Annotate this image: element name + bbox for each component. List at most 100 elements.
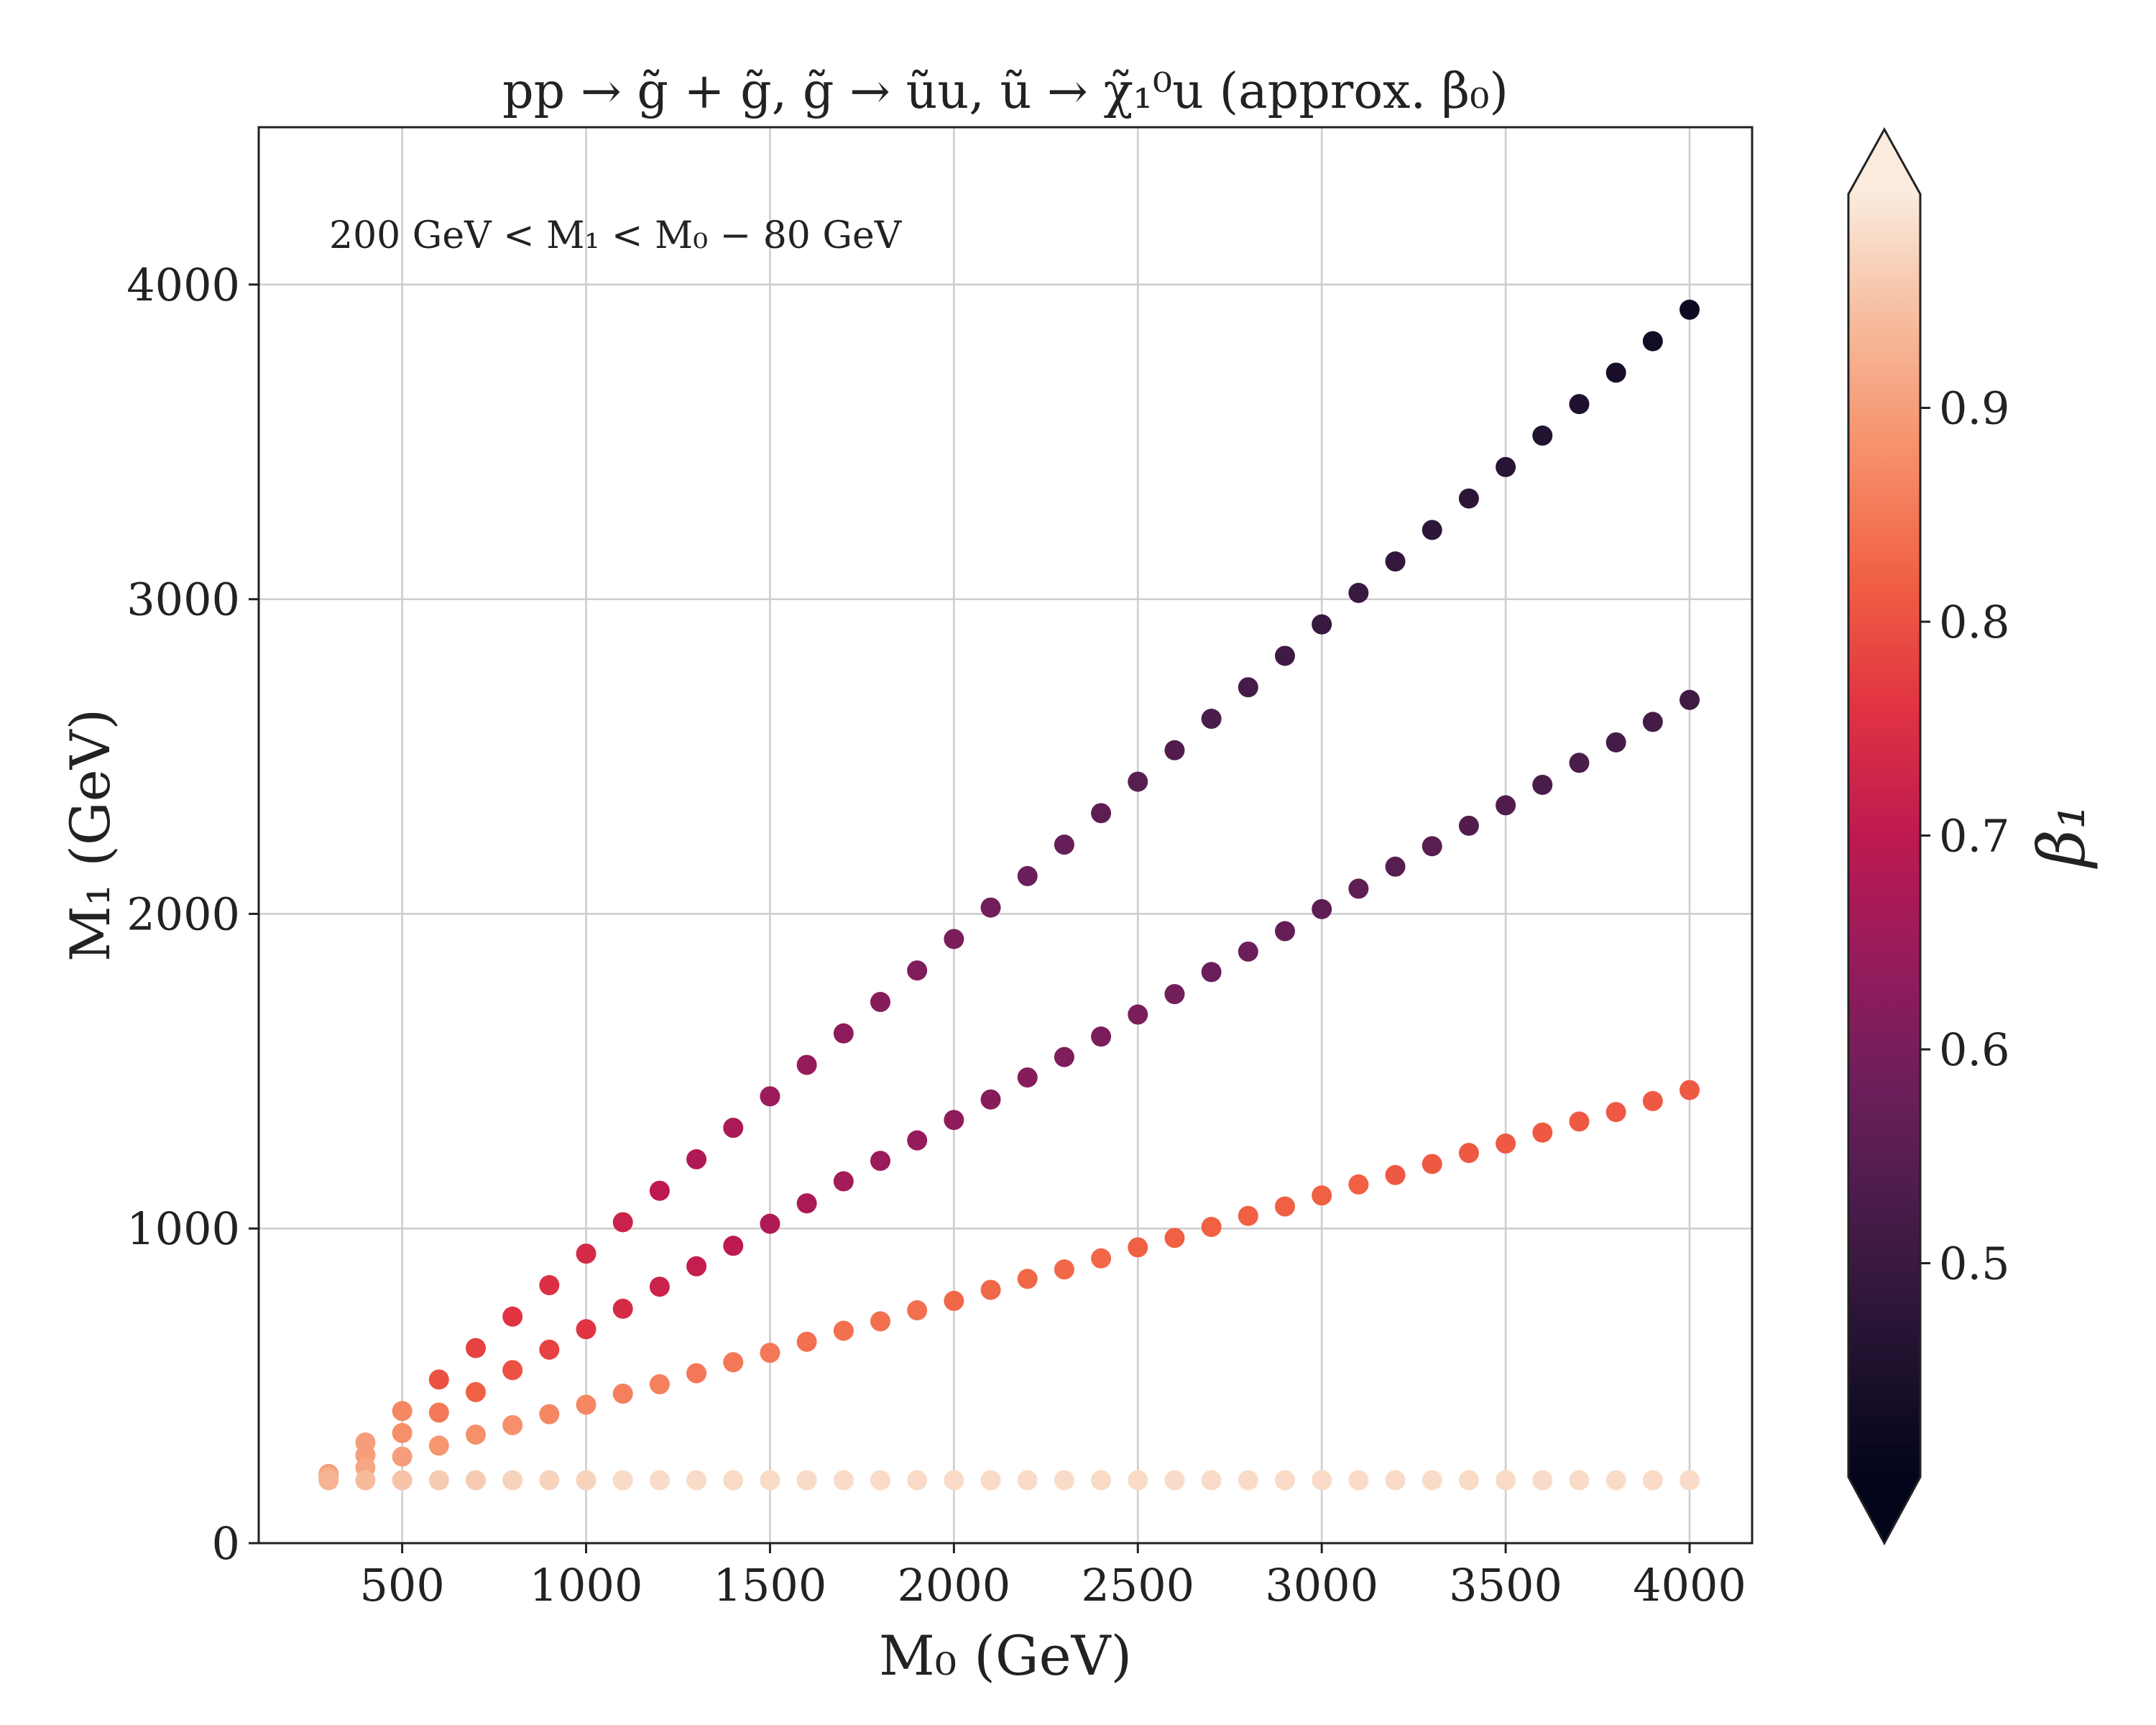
chart-annotation: 200 GeV < M₁ < M₀ − 80 GeV: [329, 214, 903, 257]
data-point: [1312, 898, 1332, 919]
x-tick-label: 1000: [530, 1559, 643, 1611]
data-point: [576, 1470, 596, 1491]
data-point: [907, 960, 928, 981]
data-point: [796, 1054, 817, 1075]
data-point: [1569, 1111, 1590, 1132]
y-tick-label: 2000: [126, 888, 240, 940]
data-point: [649, 1180, 670, 1201]
data-point: [1274, 1196, 1295, 1217]
data-point: [355, 1470, 376, 1491]
data-point: [1532, 1122, 1553, 1143]
data-point: [1642, 712, 1663, 732]
data-point: [1201, 1217, 1222, 1238]
data-point: [870, 1470, 890, 1491]
data-point: [1458, 1143, 1479, 1164]
data-point: [318, 1470, 339, 1491]
data-point: [944, 1110, 964, 1131]
data-point: [1091, 803, 1112, 824]
data-point: [1238, 941, 1258, 962]
data-point: [1017, 1470, 1038, 1491]
data-point: [649, 1470, 670, 1491]
data-point: [1091, 1026, 1112, 1047]
data-point: [1496, 1470, 1516, 1491]
data-point: [944, 1470, 964, 1491]
data-point: [649, 1374, 670, 1394]
data-point: [944, 929, 964, 949]
data-point: [392, 1401, 413, 1422]
data-point: [612, 1212, 633, 1233]
data-point: [1312, 1470, 1332, 1491]
data-point: [760, 1343, 780, 1363]
data-point: [1606, 1470, 1626, 1491]
data-point: [1348, 1470, 1369, 1491]
data-point: [392, 1446, 413, 1467]
data-point: [539, 1404, 560, 1425]
data-point: [1274, 921, 1295, 942]
data-point: [1017, 1269, 1038, 1289]
data-point: [1312, 1185, 1332, 1206]
data-point: [1606, 1102, 1626, 1123]
data-point: [502, 1360, 523, 1381]
colorbar-tick-label: 0.8: [1939, 596, 2010, 648]
colorbar-tick-label: 0.5: [1939, 1238, 2010, 1290]
data-point: [1642, 1090, 1663, 1111]
data-point: [907, 1300, 928, 1321]
data-point: [870, 1151, 890, 1172]
data-point: [833, 1320, 854, 1341]
data-point: [1274, 1470, 1295, 1491]
data-point: [1385, 856, 1406, 877]
data-point: [907, 1470, 928, 1491]
grid: [259, 127, 1752, 1545]
data-point: [870, 1311, 890, 1332]
data-point: [1128, 1004, 1148, 1025]
data-point: [1348, 582, 1369, 603]
data-point: [1496, 456, 1516, 477]
data-point: [1017, 865, 1038, 886]
data-point: [686, 1470, 707, 1491]
data-point: [1679, 689, 1700, 710]
data-point: [1201, 1470, 1222, 1491]
data-point: [980, 897, 1001, 918]
data-point: [1606, 362, 1626, 383]
x-ticks: 500 1000 1500 2000 2500 3000 3500 4000: [359, 1543, 1746, 1611]
x-tick-label: 2500: [1081, 1559, 1194, 1611]
data-point: [1201, 709, 1222, 730]
data-point: [870, 992, 890, 1013]
colorbar-outline: [1847, 126, 1922, 1546]
data-point: [1642, 331, 1663, 351]
data-point: [502, 1470, 523, 1491]
data-point: [465, 1424, 486, 1445]
data-point: [1496, 795, 1516, 816]
data-point: [1385, 1470, 1406, 1491]
data-point: [760, 1213, 780, 1234]
data-point: [428, 1470, 449, 1491]
data-point: [1532, 426, 1553, 446]
data-point: [392, 1422, 413, 1443]
colorbar: 0.5 0.6 0.7 0.8 0.9 β₁: [1847, 126, 2100, 1546]
data-point: [612, 1470, 633, 1491]
data-point: [392, 1470, 413, 1491]
data-point: [1348, 878, 1369, 899]
data-point: [428, 1369, 449, 1390]
data-point: [980, 1470, 1001, 1491]
data-point: [1128, 1237, 1148, 1258]
data-point: [980, 1279, 1001, 1300]
data-point: [1128, 1470, 1148, 1491]
data-point: [907, 1130, 928, 1151]
data-point: [1642, 1470, 1663, 1491]
data-point: [465, 1338, 486, 1358]
x-tick-label: 3500: [1449, 1559, 1562, 1611]
data-point: [576, 1319, 596, 1340]
x-tick-label: 1500: [714, 1559, 827, 1611]
data-point: [502, 1306, 523, 1327]
data-point: [649, 1276, 670, 1297]
data-point: [796, 1470, 817, 1491]
y-tick-label: 1000: [126, 1202, 240, 1255]
data-point: [1385, 1164, 1406, 1185]
data-point: [1238, 677, 1258, 698]
data-point: [1422, 836, 1442, 857]
data-point: [1422, 1154, 1442, 1174]
data-point: [612, 1298, 633, 1319]
data-points: [318, 299, 1700, 1491]
